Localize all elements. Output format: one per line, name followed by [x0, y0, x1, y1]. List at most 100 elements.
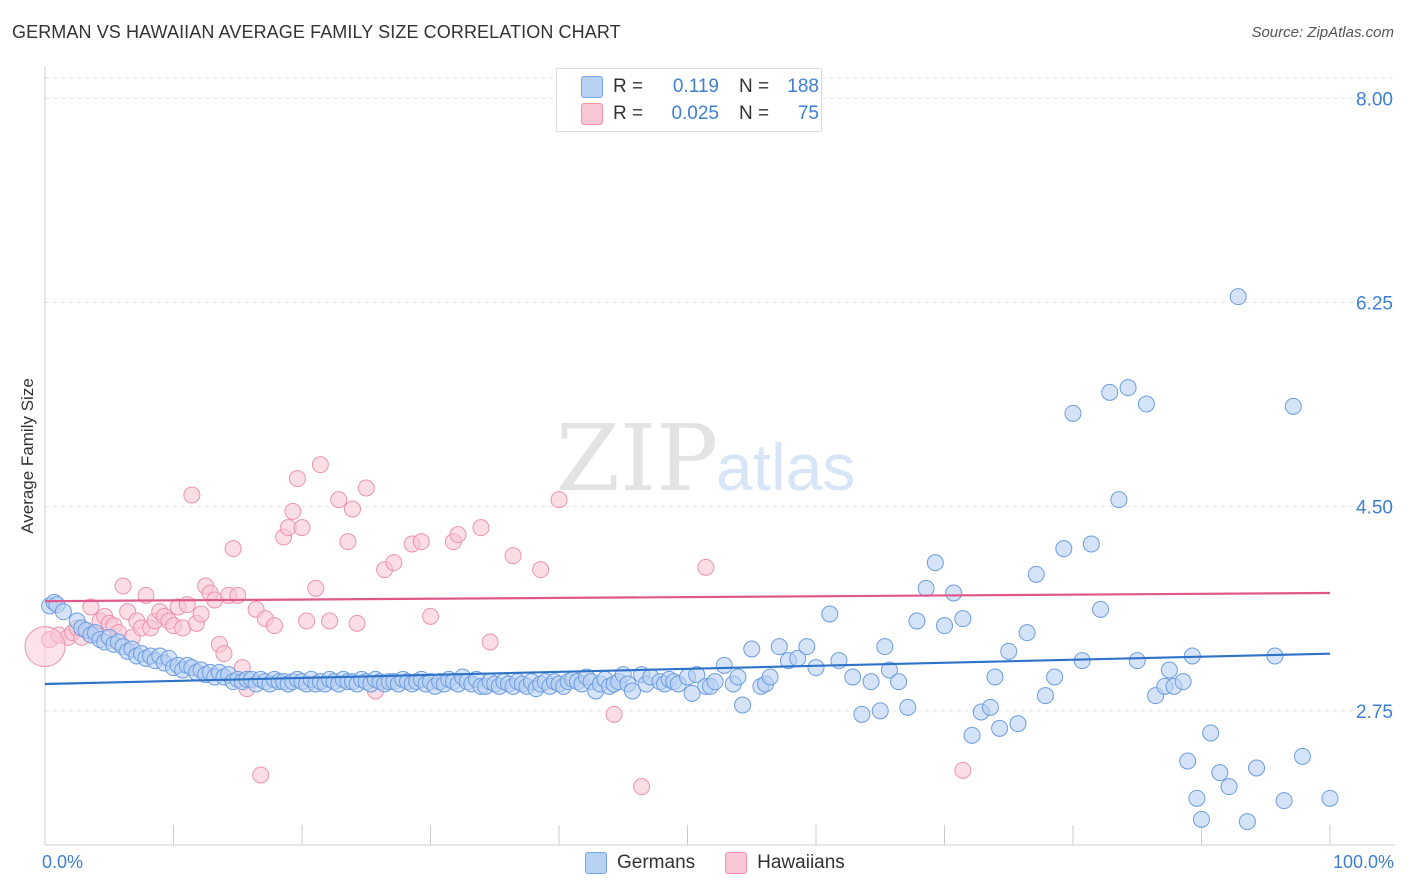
hawaiians-legend-label: Hawaiians — [757, 852, 845, 873]
germans-point — [683, 684, 701, 702]
germans-point — [890, 673, 908, 691]
germans-point — [1284, 397, 1302, 415]
y-tick-label: 8.00 — [1356, 89, 1393, 110]
germans-point — [1018, 624, 1036, 642]
germans-point — [729, 668, 747, 686]
germans-point — [1055, 540, 1073, 558]
germans-swatch — [581, 76, 603, 98]
stats-row-hawaiians: R = 0.025 N = 75 — [581, 102, 819, 126]
watermark-atlas: atlas — [716, 430, 855, 504]
germans-point — [1293, 747, 1311, 765]
series-legend: Germans Hawaiians — [585, 852, 845, 874]
hawaiians-point — [550, 491, 568, 509]
germans-point — [1174, 673, 1192, 691]
hawaiians-point — [298, 612, 316, 630]
hawaiians-point — [284, 502, 302, 520]
watermark-zip: ZIP — [556, 405, 718, 512]
germans-point — [1036, 687, 1054, 705]
hawaiians-point — [192, 605, 210, 623]
germans-point — [761, 668, 779, 686]
hawaiians-point — [532, 561, 550, 579]
hawaiians-trend-line — [44, 591, 1331, 603]
germans-point — [1119, 379, 1137, 397]
hawaiians-point — [215, 645, 233, 663]
germans-point — [743, 640, 761, 658]
hawaiians-point — [224, 540, 242, 558]
germans-point — [1220, 778, 1238, 796]
r-label: R = — [613, 103, 644, 124]
germans-point — [1046, 668, 1064, 686]
n-label: N = — [739, 76, 770, 97]
germans-point — [734, 696, 752, 714]
germans-point — [1229, 288, 1247, 306]
hawaiians-point — [288, 470, 306, 488]
hawaiians-point — [293, 519, 311, 537]
germans-point — [844, 668, 862, 686]
germans-point — [853, 705, 871, 723]
germans-point — [1248, 759, 1266, 777]
germans-point — [798, 638, 816, 656]
germans-point — [908, 612, 926, 630]
germans-point — [715, 656, 733, 674]
germans-point — [1000, 642, 1018, 660]
germans-point — [1137, 395, 1155, 413]
chart-title: GERMAN VS HAWAIIAN AVERAGE FAMILY SIZE C… — [12, 22, 621, 42]
hawaiians-point — [422, 607, 439, 625]
hawaiians-point — [24, 626, 66, 668]
germans-point — [1092, 600, 1110, 618]
hawaiians-point — [385, 554, 403, 572]
x-tick-max: 100.0% — [1332, 852, 1394, 872]
hawaiians-point — [137, 586, 155, 604]
legend-item-germans[interactable]: Germans — [585, 852, 695, 874]
hawaiians-point — [412, 533, 430, 551]
germans-point — [862, 673, 880, 691]
hawaiians-points — [24, 456, 972, 796]
hawaiians-legend-swatch — [725, 852, 748, 874]
source-label: Source: ZipAtlas.com — [1251, 24, 1394, 41]
germans-point — [623, 682, 641, 700]
germans-point — [1275, 792, 1293, 810]
germans-point — [1202, 724, 1220, 742]
germans-point — [1082, 535, 1100, 553]
germans-point — [954, 610, 972, 628]
watermark: ZIP atlas — [556, 405, 855, 512]
germans-point — [706, 673, 724, 691]
y-tick-labels: 2.75 4.50 6.25 8.00 — [1356, 89, 1393, 723]
hawaiians-point — [321, 612, 339, 630]
germans-point — [880, 661, 898, 679]
germans-point — [1321, 789, 1339, 807]
germans-point — [926, 554, 944, 572]
germans-point — [991, 719, 1009, 737]
n-label: N = — [739, 103, 770, 124]
germans-point — [1101, 383, 1119, 401]
germans-point — [1110, 491, 1128, 509]
legend-item-hawaiians[interactable]: Hawaiians — [725, 852, 845, 874]
germans-point — [1238, 813, 1256, 831]
germans-legend-swatch — [585, 852, 607, 874]
r-label: R = — [613, 76, 644, 97]
germans-legend-label: Germans — [617, 852, 696, 873]
germans-point — [936, 617, 953, 635]
hawaiians-point — [82, 598, 100, 616]
germans-point — [1211, 764, 1229, 782]
y-tick-label: 2.75 — [1356, 702, 1393, 723]
hawaiians-point — [348, 614, 366, 632]
hawaiians-point — [504, 547, 522, 565]
germans-point — [963, 726, 981, 744]
germans-point — [1128, 652, 1146, 670]
germans-point — [981, 698, 999, 716]
hawaiians-point — [330, 491, 348, 509]
germans-point — [54, 603, 72, 621]
r-value: 0.025 — [671, 103, 719, 124]
germans-point — [986, 668, 1004, 686]
germans-point — [1193, 810, 1210, 828]
germans-point — [917, 579, 935, 597]
hawaiians-point — [183, 486, 201, 504]
x-tick-min: 0.0% — [42, 852, 84, 872]
hawaiians-swatch — [581, 103, 603, 125]
hawaiians-point — [954, 761, 972, 779]
hawaiians-point — [697, 558, 715, 576]
germans-point — [1188, 789, 1206, 807]
n-value: 75 — [797, 103, 819, 124]
germans-point — [688, 666, 706, 684]
